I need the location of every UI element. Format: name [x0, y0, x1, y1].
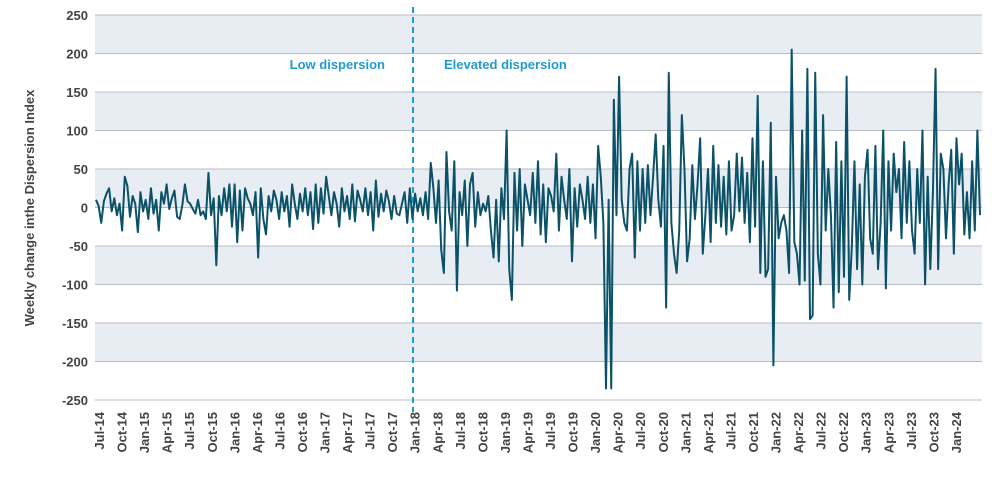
x-tick-label: Jul-17	[363, 412, 378, 450]
x-tick-label: Apr-22	[791, 412, 806, 453]
x-tick-label: Oct-14	[115, 411, 130, 452]
y-tick-label: 0	[81, 201, 88, 216]
x-tick-label: Jul-21	[723, 412, 738, 450]
weekly-change-series-line	[95, 48, 981, 390]
y-tick-label: 50	[74, 162, 88, 177]
y-axis-label: Weekly change inthe Dispersion Index	[22, 89, 37, 326]
y-axis-ticks: 250 200 150 100 50 0 -50 -100 -150 -200 -250	[62, 8, 88, 408]
x-tick-label: Jan-21	[678, 412, 693, 453]
x-axis-ticks: Jul-14 Oct-14 Jan-15 Apr-15 Jul-15 Oct-15 Jan-…	[92, 411, 964, 453]
x-tick-label: Apr-20	[611, 412, 626, 453]
y-tick-label: -100	[62, 278, 88, 293]
x-tick-label: Oct-18	[475, 412, 490, 452]
y-tick-label: 250	[66, 8, 88, 23]
x-tick-label: Oct-20	[656, 412, 671, 452]
x-tick-label: Jul-23	[904, 412, 919, 450]
x-tick-label: Oct-21	[746, 412, 761, 452]
x-tick-label: Oct-15	[205, 412, 220, 452]
x-tick-label: Jul-22	[814, 412, 829, 450]
grid-band	[95, 92, 982, 131]
x-tick-label: Oct-23	[926, 412, 941, 452]
x-tick-label: Apr-16	[250, 412, 265, 453]
x-tick-label: Jan-20	[588, 412, 603, 453]
x-tick-label: Jul-18	[453, 412, 468, 450]
x-tick-label: Apr-23	[881, 412, 896, 453]
x-tick-label: Oct-19	[566, 412, 581, 452]
y-tick-label: 150	[66, 85, 88, 100]
grid-band	[95, 15, 982, 54]
grid-band	[95, 323, 982, 362]
x-tick-label: Apr-17	[340, 412, 355, 453]
x-tick-label: Jul-15	[182, 412, 197, 450]
x-tick-label: Jan-16	[227, 412, 242, 453]
x-tick-label: Jan-18	[408, 412, 423, 453]
x-tick-label: Apr-18	[430, 412, 445, 453]
y-tick-label: -50	[69, 239, 88, 254]
x-tick-label: Jan-24	[949, 411, 964, 453]
x-tick-label: Jan-19	[498, 412, 513, 453]
x-tick-label: Jul-20	[633, 412, 648, 450]
x-tick-label: Jan-15	[137, 412, 152, 453]
y-tick-label: -250	[62, 393, 88, 408]
x-tick-label: Oct-16	[295, 412, 310, 452]
x-tick-label: Jul-19	[543, 412, 558, 450]
x-tick-label: Jul-14	[92, 411, 107, 449]
x-tick-label: Oct-17	[385, 412, 400, 452]
x-tick-label: Apr-19	[520, 412, 535, 453]
low-dispersion-label: Low dispersion	[290, 57, 385, 72]
x-tick-label: Jul-16	[272, 412, 287, 450]
x-tick-label: Apr-15	[160, 412, 175, 453]
y-tick-label: -200	[62, 355, 88, 370]
elevated-dispersion-label: Elevated dispersion	[444, 57, 567, 72]
x-tick-label: Apr-21	[701, 412, 716, 453]
x-tick-label: Jan-22	[769, 412, 784, 453]
y-tick-label: -150	[62, 316, 88, 331]
x-tick-label: Jan-23	[859, 412, 874, 453]
y-tick-label: 200	[66, 47, 88, 62]
x-tick-label: Jan-17	[318, 412, 333, 453]
x-tick-label: Oct-22	[836, 412, 851, 452]
y-tick-label: 100	[66, 124, 88, 139]
